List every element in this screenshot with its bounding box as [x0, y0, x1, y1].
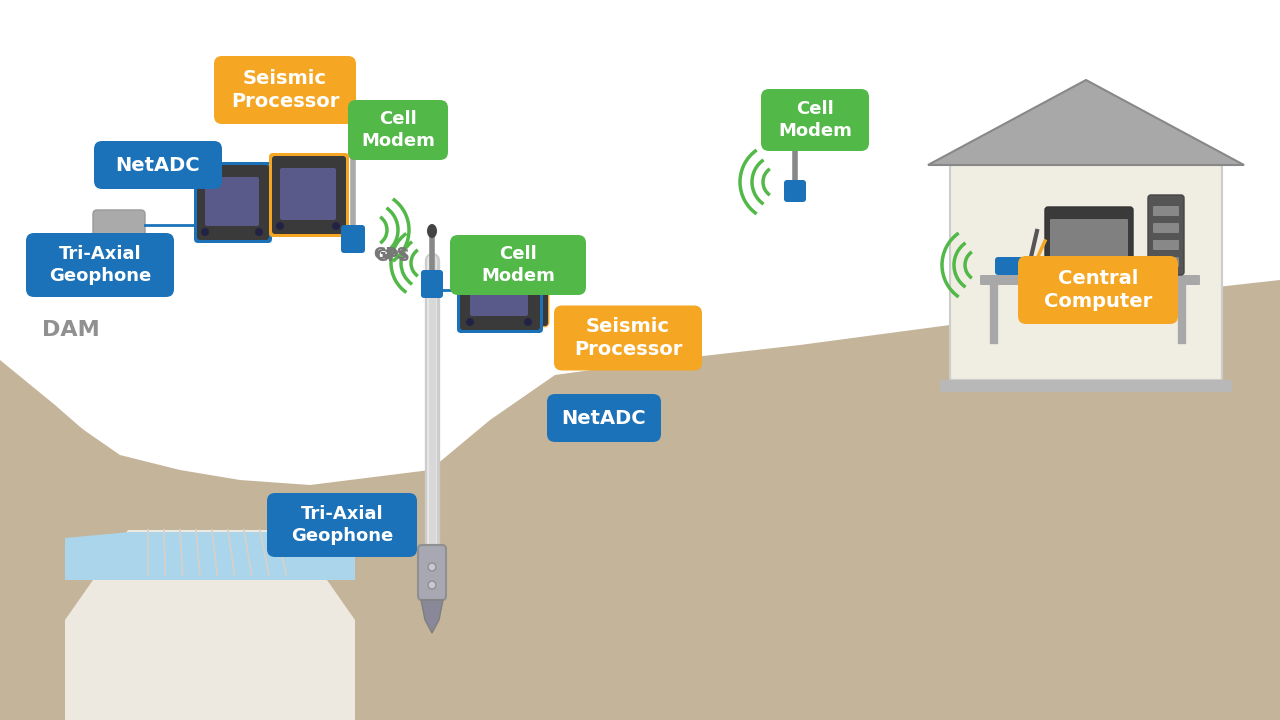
Text: Central
Computer: Central Computer	[1044, 269, 1152, 311]
Circle shape	[276, 222, 284, 230]
Polygon shape	[65, 530, 355, 620]
FancyBboxPatch shape	[468, 244, 548, 326]
FancyBboxPatch shape	[26, 233, 174, 297]
Polygon shape	[65, 532, 355, 580]
FancyBboxPatch shape	[980, 275, 1199, 285]
FancyBboxPatch shape	[268, 493, 417, 557]
FancyBboxPatch shape	[421, 270, 443, 298]
FancyBboxPatch shape	[457, 245, 543, 333]
FancyBboxPatch shape	[205, 177, 259, 226]
Text: NetADC: NetADC	[115, 156, 200, 174]
Text: NetADC: NetADC	[562, 408, 646, 428]
Polygon shape	[0, 360, 128, 720]
FancyBboxPatch shape	[762, 89, 869, 151]
FancyBboxPatch shape	[214, 56, 356, 124]
FancyBboxPatch shape	[93, 210, 145, 240]
FancyBboxPatch shape	[340, 225, 365, 253]
Text: Tri-Axial
Geophone: Tri-Axial Geophone	[49, 245, 151, 285]
Text: Tri-Axial
Geophone: Tri-Axial Geophone	[291, 505, 393, 545]
FancyBboxPatch shape	[197, 165, 269, 240]
FancyBboxPatch shape	[1018, 256, 1178, 324]
Text: Seismic
Processor: Seismic Processor	[230, 68, 339, 112]
Polygon shape	[421, 600, 443, 633]
FancyBboxPatch shape	[1153, 206, 1179, 216]
FancyBboxPatch shape	[273, 156, 346, 234]
Circle shape	[332, 222, 340, 230]
FancyBboxPatch shape	[348, 100, 448, 160]
Ellipse shape	[348, 146, 357, 160]
Ellipse shape	[428, 224, 436, 238]
Polygon shape	[0, 280, 1280, 720]
Text: GPS: GPS	[375, 248, 410, 264]
Polygon shape	[65, 620, 355, 720]
FancyBboxPatch shape	[1044, 207, 1133, 275]
FancyBboxPatch shape	[1153, 240, 1179, 250]
FancyBboxPatch shape	[419, 545, 445, 600]
Circle shape	[201, 228, 209, 236]
Text: Cell
Modem: Cell Modem	[361, 110, 435, 150]
FancyBboxPatch shape	[460, 248, 540, 330]
Text: DAM: DAM	[42, 320, 100, 340]
FancyBboxPatch shape	[1050, 219, 1128, 269]
FancyBboxPatch shape	[1153, 223, 1179, 233]
FancyBboxPatch shape	[1148, 195, 1184, 275]
Circle shape	[255, 228, 262, 236]
FancyBboxPatch shape	[470, 260, 527, 316]
Text: Cell
Modem: Cell Modem	[481, 245, 556, 285]
Circle shape	[474, 314, 483, 322]
FancyBboxPatch shape	[451, 235, 586, 295]
Polygon shape	[928, 80, 1244, 165]
Circle shape	[524, 318, 532, 326]
FancyBboxPatch shape	[547, 394, 660, 442]
FancyBboxPatch shape	[280, 168, 335, 220]
FancyBboxPatch shape	[269, 153, 349, 237]
Text: GPS: GPS	[374, 246, 408, 261]
FancyBboxPatch shape	[950, 165, 1222, 380]
Circle shape	[532, 314, 540, 322]
FancyBboxPatch shape	[93, 141, 221, 189]
FancyBboxPatch shape	[554, 305, 701, 371]
Text: Seismic
Processor: Seismic Processor	[573, 317, 682, 359]
FancyBboxPatch shape	[940, 380, 1231, 392]
FancyBboxPatch shape	[783, 180, 806, 202]
Circle shape	[428, 581, 436, 589]
FancyBboxPatch shape	[995, 257, 1036, 275]
FancyBboxPatch shape	[477, 256, 536, 312]
Ellipse shape	[791, 137, 800, 150]
Polygon shape	[292, 452, 540, 720]
Circle shape	[428, 563, 436, 571]
FancyBboxPatch shape	[468, 244, 548, 326]
Circle shape	[466, 318, 474, 326]
FancyBboxPatch shape	[195, 162, 273, 243]
Text: Cell
Modem: Cell Modem	[778, 100, 852, 140]
FancyBboxPatch shape	[1153, 257, 1179, 267]
